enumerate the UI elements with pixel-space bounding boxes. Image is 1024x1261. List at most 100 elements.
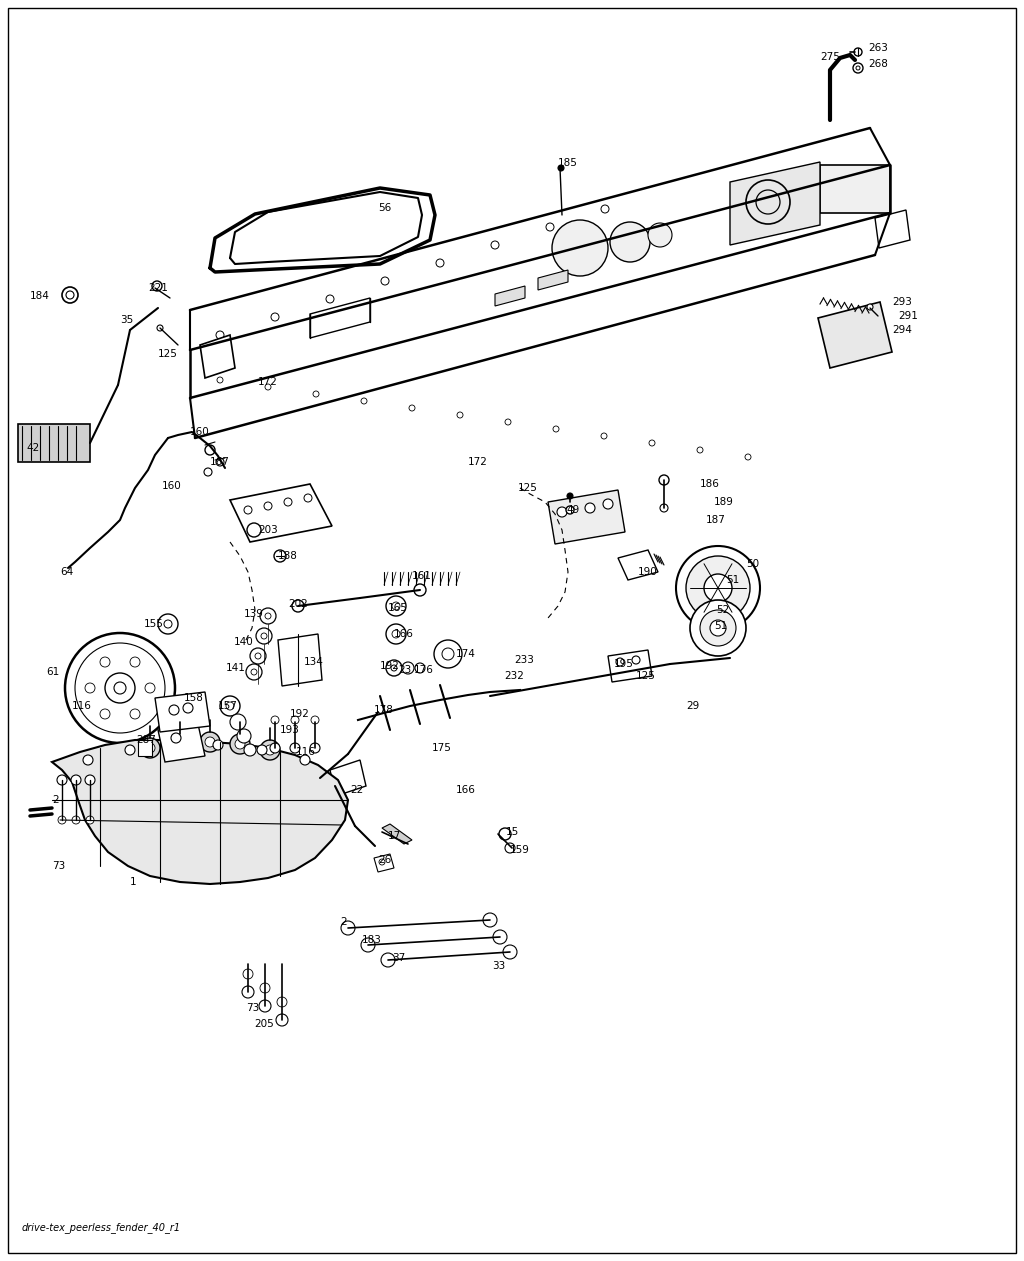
Circle shape — [313, 391, 319, 397]
Polygon shape — [155, 692, 210, 731]
Text: 175: 175 — [432, 743, 452, 753]
Polygon shape — [382, 823, 412, 844]
Polygon shape — [730, 161, 820, 245]
Text: 268: 268 — [868, 59, 888, 69]
Text: 61: 61 — [46, 667, 59, 677]
Polygon shape — [548, 491, 625, 543]
Text: 35: 35 — [120, 315, 133, 325]
Circle shape — [251, 670, 257, 675]
Polygon shape — [278, 634, 322, 686]
Circle shape — [490, 241, 499, 248]
Text: 73: 73 — [52, 861, 66, 871]
Circle shape — [86, 816, 94, 823]
Text: 139: 139 — [244, 609, 264, 619]
Text: 166: 166 — [394, 629, 414, 639]
Circle shape — [690, 600, 746, 656]
Circle shape — [585, 503, 595, 513]
Circle shape — [200, 731, 220, 752]
Text: 42: 42 — [26, 443, 39, 453]
Circle shape — [310, 743, 319, 753]
Circle shape — [648, 223, 672, 247]
Polygon shape — [230, 484, 332, 542]
Circle shape — [243, 968, 253, 979]
Text: 178: 178 — [374, 705, 394, 715]
Text: 221: 221 — [148, 282, 168, 293]
Text: 186: 186 — [700, 479, 720, 489]
Circle shape — [205, 445, 215, 455]
Circle shape — [244, 506, 252, 514]
Circle shape — [271, 716, 279, 724]
Text: 192: 192 — [290, 709, 310, 719]
Circle shape — [255, 653, 261, 660]
Circle shape — [746, 180, 790, 224]
Circle shape — [75, 643, 165, 733]
Circle shape — [558, 165, 564, 171]
Circle shape — [152, 281, 162, 291]
Circle shape — [265, 385, 271, 390]
Circle shape — [300, 755, 310, 765]
Circle shape — [361, 938, 375, 952]
Text: 116: 116 — [72, 701, 92, 711]
Circle shape — [291, 716, 299, 724]
Text: 49: 49 — [566, 504, 580, 514]
Circle shape — [125, 745, 135, 755]
Circle shape — [216, 330, 224, 339]
Text: 1: 1 — [130, 876, 136, 886]
Circle shape — [220, 696, 240, 716]
Circle shape — [130, 657, 140, 667]
Circle shape — [311, 716, 319, 724]
Circle shape — [567, 493, 573, 499]
Circle shape — [260, 608, 276, 624]
Circle shape — [256, 628, 272, 644]
Circle shape — [499, 828, 511, 840]
Polygon shape — [200, 335, 234, 378]
Text: 202: 202 — [288, 599, 308, 609]
Circle shape — [226, 702, 234, 710]
Text: 184: 184 — [30, 291, 50, 301]
Text: 195: 195 — [614, 660, 634, 670]
Circle shape — [276, 1014, 288, 1026]
Circle shape — [259, 1000, 271, 1013]
Circle shape — [566, 506, 574, 514]
Circle shape — [271, 313, 279, 322]
Circle shape — [242, 986, 254, 997]
Circle shape — [379, 859, 385, 865]
Circle shape — [270, 743, 280, 753]
Circle shape — [601, 433, 607, 439]
Text: 161: 161 — [412, 571, 432, 581]
Circle shape — [71, 776, 81, 786]
Circle shape — [244, 744, 256, 757]
Circle shape — [304, 494, 312, 502]
Text: 33: 33 — [492, 961, 505, 971]
Circle shape — [145, 683, 155, 694]
Text: 263: 263 — [868, 43, 888, 53]
Text: 155: 155 — [144, 619, 164, 629]
Circle shape — [392, 601, 400, 610]
Circle shape — [434, 641, 462, 668]
Circle shape — [381, 953, 395, 967]
Circle shape — [867, 304, 873, 310]
Text: 203: 203 — [258, 525, 278, 535]
Text: 275: 275 — [820, 52, 840, 62]
Circle shape — [505, 844, 515, 852]
Circle shape — [100, 709, 110, 719]
Circle shape — [246, 665, 262, 680]
Circle shape — [854, 48, 862, 55]
Text: 165: 165 — [388, 603, 408, 613]
Text: 141: 141 — [226, 663, 246, 673]
Text: 116: 116 — [296, 747, 315, 757]
Text: 125: 125 — [636, 671, 656, 681]
Circle shape — [415, 663, 425, 673]
Circle shape — [601, 206, 609, 213]
Circle shape — [216, 458, 224, 467]
Circle shape — [386, 660, 402, 676]
Polygon shape — [495, 286, 525, 306]
Circle shape — [853, 63, 863, 73]
Circle shape — [386, 624, 406, 644]
Circle shape — [170, 734, 190, 754]
Circle shape — [260, 984, 270, 992]
Circle shape — [659, 475, 669, 485]
Circle shape — [710, 620, 726, 636]
Circle shape — [234, 739, 245, 749]
Circle shape — [140, 738, 160, 758]
